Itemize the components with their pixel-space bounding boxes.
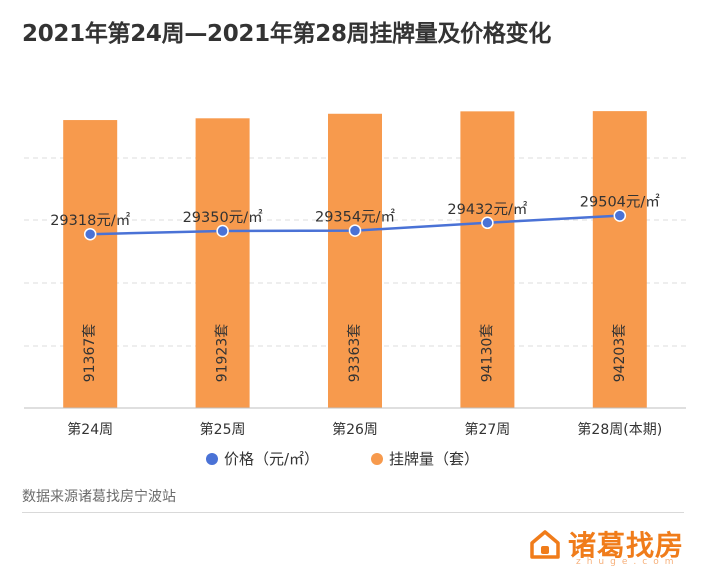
bar bbox=[592, 111, 647, 408]
bar-value-label: 91923套 bbox=[215, 324, 231, 383]
bar-value-label: 94203套 bbox=[612, 324, 628, 383]
price-value-label: 29504元/㎡ bbox=[580, 194, 661, 211]
bar-value-label: 93363套 bbox=[347, 324, 363, 383]
bar-value-label: 91367套 bbox=[82, 324, 98, 383]
data-source-note: 数据来源诸葛找房宁波站 bbox=[22, 489, 176, 505]
combo-chart: 91367套 91923套 93363套 94130套 94203套 29318元/㎡ 29… bbox=[24, 111, 686, 468]
legend-marker-price bbox=[206, 453, 218, 465]
price-point bbox=[216, 224, 229, 238]
legend-label-price: 价格（元/㎡） bbox=[224, 450, 319, 468]
x-tick-label: 第25周 bbox=[200, 421, 246, 438]
x-tick-label: 第28周(本期) bbox=[577, 421, 662, 438]
legend-marker-count bbox=[371, 453, 383, 465]
x-tick-label: 第24周 bbox=[67, 421, 113, 438]
x-tick-label: 第26周 bbox=[332, 421, 378, 438]
price-point bbox=[348, 224, 362, 237]
price-point bbox=[83, 227, 97, 241]
divider bbox=[22, 512, 684, 513]
price-value-label: 29350元/㎡ bbox=[183, 209, 264, 226]
price-value-label: 29354元/㎡ bbox=[315, 209, 396, 226]
legend-label-count: 挂牌量（套） bbox=[389, 450, 479, 468]
price-value-label: 29432元/㎡ bbox=[447, 201, 528, 218]
brand-logo: 诸葛找房 bbox=[528, 524, 684, 564]
price-point bbox=[613, 209, 627, 222]
price-point bbox=[481, 216, 494, 230]
brand-domain: zhuge.com bbox=[576, 557, 680, 567]
chart-title: 2021年第24周—2021年第28周挂牌量及价格变化 bbox=[22, 21, 551, 47]
brand-name: 诸葛找房 bbox=[568, 529, 685, 562]
bar bbox=[63, 120, 118, 408]
price-value-label: 29318元/㎡ bbox=[50, 212, 131, 229]
house-icon bbox=[530, 530, 560, 559]
bar-value-label: 94130套 bbox=[479, 324, 495, 383]
x-tick-label: 第27周 bbox=[464, 421, 510, 438]
bar bbox=[195, 118, 250, 408]
bar bbox=[328, 113, 382, 409]
bar bbox=[460, 111, 515, 409]
